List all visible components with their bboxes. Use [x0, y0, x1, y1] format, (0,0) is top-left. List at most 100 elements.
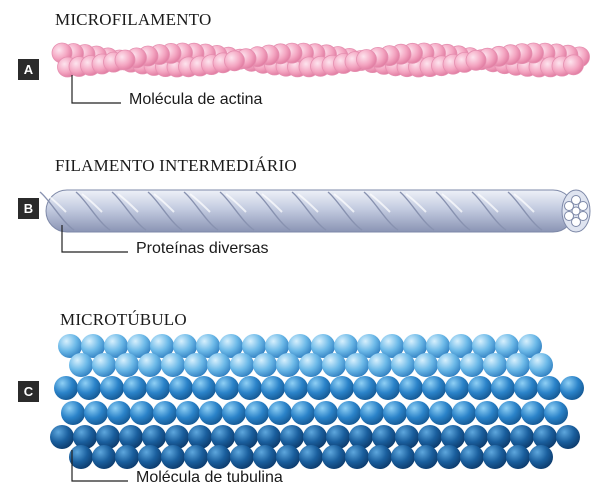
tubulin-sphere — [483, 353, 507, 377]
tubulin-label: Molécula de tubulina — [136, 469, 283, 486]
tubulin-sphere — [380, 334, 404, 358]
rope-strand-groove — [75, 191, 111, 231]
tubulin-sphere — [464, 425, 488, 449]
rope-strand-groove — [399, 191, 435, 231]
tubulin-sphere — [234, 425, 258, 449]
tubulin-sphere — [418, 425, 442, 449]
tubulin-sphere — [368, 445, 392, 469]
tubulin-sphere — [391, 353, 415, 377]
badge-b: B — [18, 198, 39, 219]
tubulin-sphere — [173, 334, 197, 358]
badge-c: C — [18, 381, 39, 402]
tubulin-sphere — [77, 376, 101, 400]
tubulin-sphere — [123, 376, 147, 400]
rope-strand-highlight — [441, 193, 463, 213]
microfilament-title: MICROFILAMENTO — [55, 10, 212, 29]
intermediate-filament-title: FILAMENTO INTERMEDIÁRIO — [55, 156, 297, 175]
tubulin-sphere — [207, 445, 231, 469]
tubulin-sphere — [276, 353, 300, 377]
proteins-leader-line — [61, 225, 128, 253]
tubulin-sphere — [265, 334, 289, 358]
tubulin-sphere — [349, 425, 373, 449]
actin-bead — [356, 49, 377, 70]
tubulin-sphere — [100, 376, 124, 400]
tubulin-sphere — [138, 353, 162, 377]
tubulin-sphere — [529, 353, 553, 377]
tubulin-sphere — [288, 334, 312, 358]
tubulin-sphere — [245, 401, 269, 425]
tubulin-sphere — [253, 353, 277, 377]
rope-strand-highlight — [297, 193, 319, 213]
rope-strand-groove — [471, 191, 507, 231]
actin-leader-line — [71, 75, 121, 104]
tubulin-sphere — [176, 401, 200, 425]
tubulin-sphere — [475, 401, 499, 425]
rope-strand-groove — [255, 191, 291, 231]
tubulin-sphere — [199, 401, 223, 425]
tubulin-sphere — [395, 425, 419, 449]
tubulin-sphere — [161, 445, 185, 469]
tubulin-sphere — [96, 425, 120, 449]
tubulin-sphere — [84, 401, 108, 425]
tubulin-sphere — [483, 445, 507, 469]
rope-strand-groove — [291, 191, 327, 231]
rope-strand-groove — [219, 191, 255, 231]
tubulin-sphere — [58, 334, 82, 358]
tubulin-sphere — [414, 445, 438, 469]
tubulin-sphere — [406, 401, 430, 425]
tubulin-sphere — [472, 334, 496, 358]
tubulin-sphere — [337, 401, 361, 425]
tubulin-sphere — [184, 353, 208, 377]
tubulin-sphere — [104, 334, 128, 358]
tubulin-sphere — [383, 401, 407, 425]
tubulin-sphere — [495, 334, 519, 358]
rope-strand-groove — [147, 191, 183, 231]
tubulin-sphere — [437, 353, 461, 377]
tubulin-sphere — [238, 376, 262, 400]
tubulin-sphere — [556, 425, 580, 449]
tubulin-sphere — [138, 445, 162, 469]
rope-strand-highlight — [261, 193, 283, 213]
actin-label: Molécula de actina — [129, 91, 263, 108]
rope-strand-groove — [435, 191, 471, 231]
rope-strand-highlight — [477, 193, 499, 213]
rope-strand-groove — [111, 191, 147, 231]
tubulin-sphere — [81, 334, 105, 358]
tubulin-sphere — [284, 376, 308, 400]
rope-strand-highlight — [153, 193, 175, 213]
tubulin-leader-line — [71, 450, 128, 482]
microtubule-cylinder — [50, 334, 584, 469]
tubulin-sphere — [146, 376, 170, 400]
tubulin-sphere — [150, 334, 174, 358]
tubulin-sphere — [445, 376, 469, 400]
tubulin-sphere — [506, 445, 530, 469]
rope-strand-highlight — [45, 193, 67, 213]
tubulin-sphere — [403, 334, 427, 358]
tubulin-sphere — [330, 376, 354, 400]
tubulin-sphere — [468, 376, 492, 400]
tubulin-sphere — [353, 376, 377, 400]
tubulin-sphere — [115, 445, 139, 469]
tubulin-sphere — [314, 401, 338, 425]
tubulin-sphere — [506, 353, 530, 377]
tubulin-sphere — [510, 425, 534, 449]
tubulin-sphere — [257, 425, 281, 449]
tubulin-sphere — [357, 334, 381, 358]
tubulin-sphere — [188, 425, 212, 449]
tubulin-sphere — [521, 401, 545, 425]
actin-bead — [114, 49, 136, 71]
rope-strand-highlight — [333, 193, 355, 213]
tubulin-sphere — [299, 353, 323, 377]
tubulin-sphere — [184, 445, 208, 469]
rope-strand-groove — [183, 191, 219, 231]
tubulin-sphere — [73, 425, 97, 449]
tubulin-sphere — [291, 401, 315, 425]
tubulin-sphere — [334, 334, 358, 358]
tubulin-sphere — [130, 401, 154, 425]
tubulin-sphere — [92, 353, 116, 377]
tubulin-sphere — [107, 401, 131, 425]
tubulin-sphere — [514, 376, 538, 400]
tubulin-sphere — [153, 401, 177, 425]
tubulin-sphere — [441, 425, 465, 449]
tubulin-sphere — [211, 425, 235, 449]
